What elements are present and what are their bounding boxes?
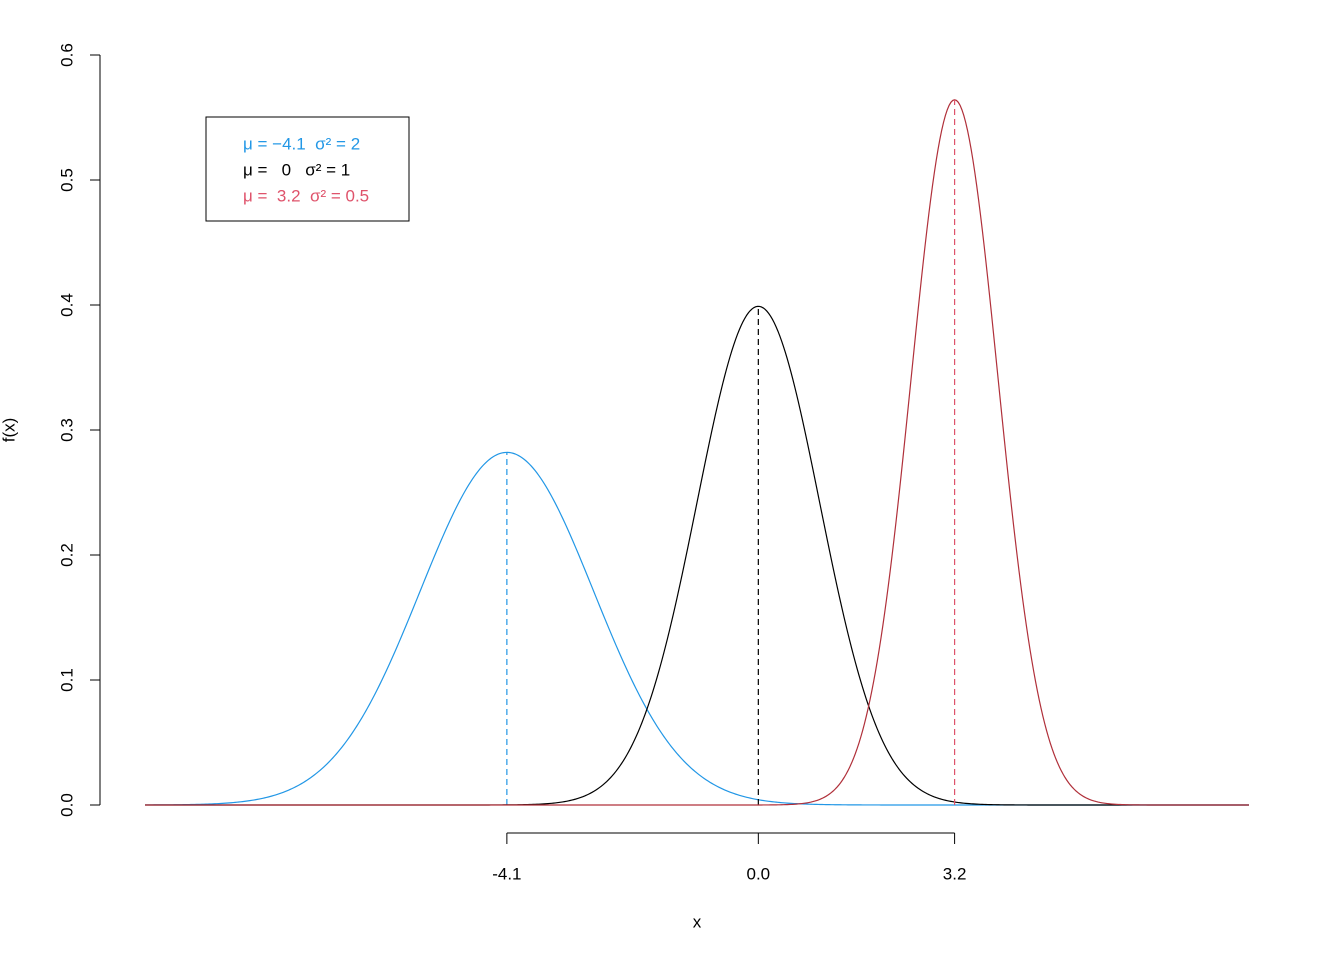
x-axis-title: x — [693, 912, 702, 931]
legend-label: μ = 3.2 σ² = 0.5 — [243, 186, 369, 205]
y-tick-label: 0.1 — [57, 668, 76, 692]
legend-box — [205, 116, 410, 222]
x-tick-label: 0.0 — [747, 864, 771, 883]
density-curve — [145, 99, 1249, 806]
y-tick-label: 0.5 — [57, 168, 76, 192]
x-tick-label: 3.2 — [943, 864, 967, 883]
y-tick-label: 0.0 — [57, 793, 76, 817]
y-tick-label: 0.3 — [57, 418, 76, 442]
y-tick-label: 0.6 — [57, 43, 76, 67]
legend-label: μ = −4.1 σ² = 2 — [243, 134, 360, 153]
legend-label: μ = 0 σ² = 1 — [243, 160, 350, 179]
x-tick-label: -4.1 — [492, 864, 521, 883]
y-tick-label: 0.4 — [57, 293, 76, 317]
y-tick-label: 0.2 — [57, 543, 76, 567]
density-curve — [145, 305, 1249, 806]
y-axis-title: f(x) — [0, 418, 18, 443]
